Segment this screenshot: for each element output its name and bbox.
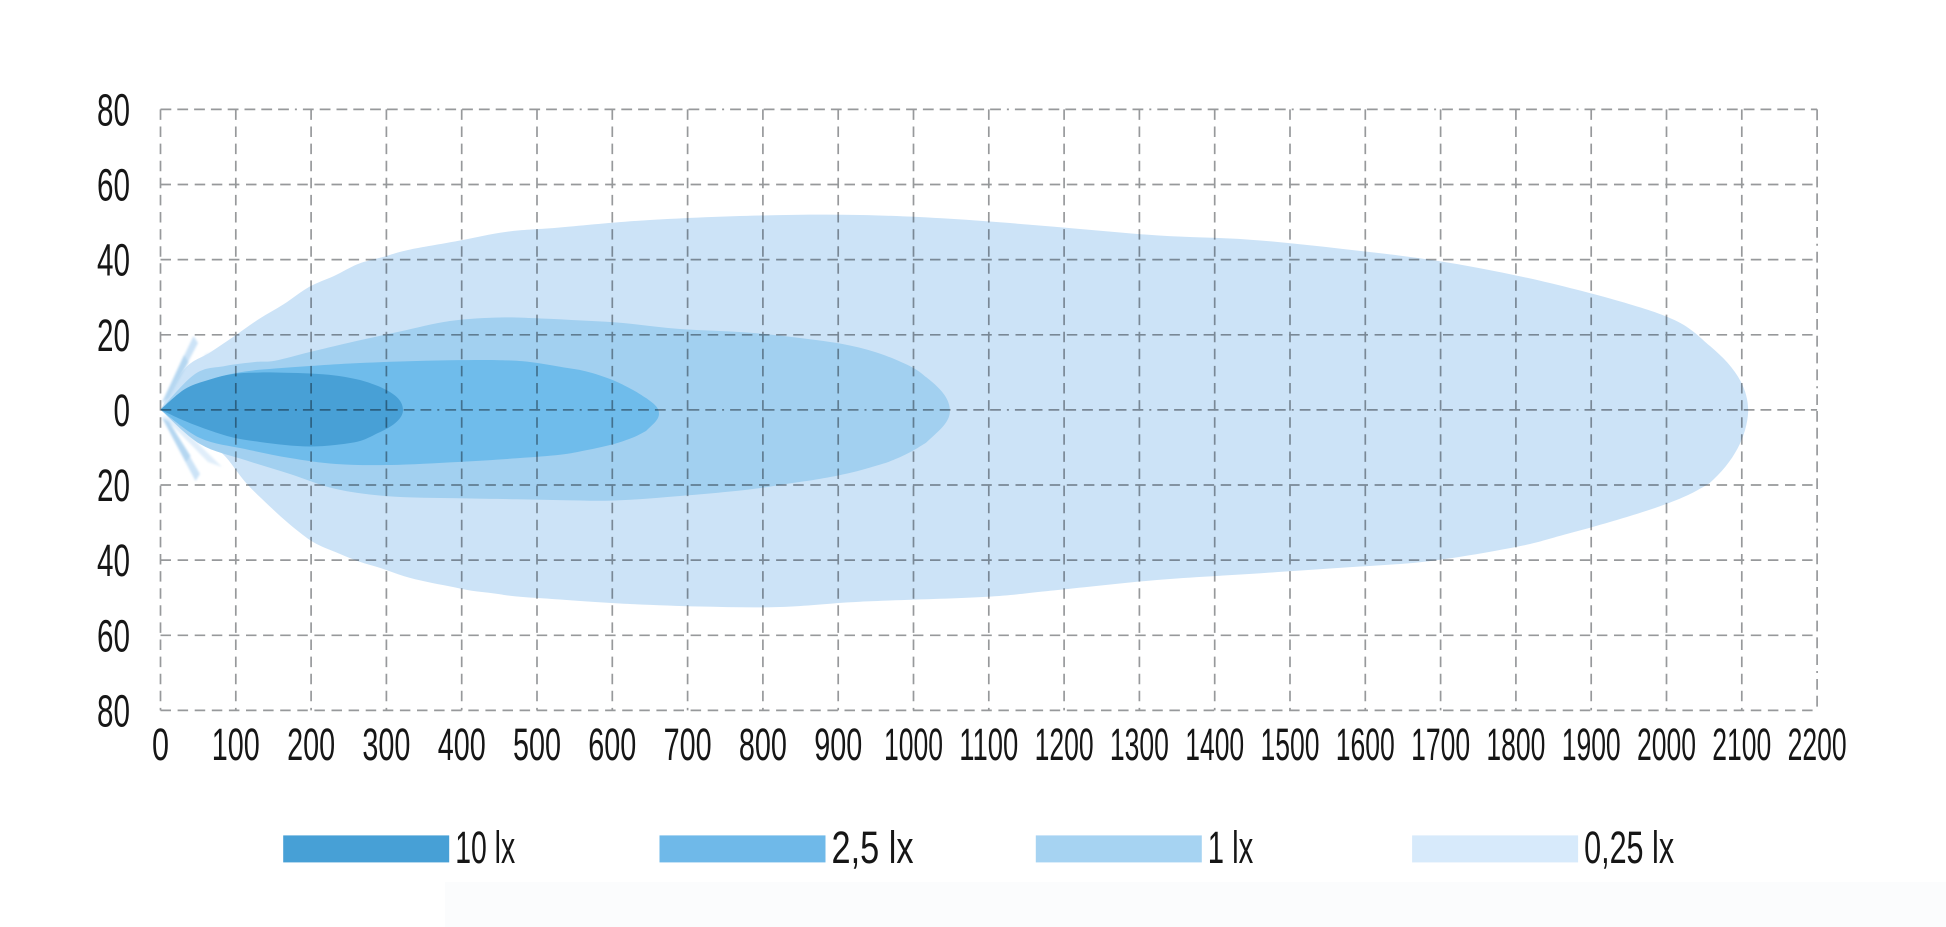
svg-text:80: 80 [97,84,130,135]
svg-text:500: 500 [513,719,561,770]
svg-text:0: 0 [152,719,169,770]
svg-text:1500: 1500 [1261,719,1320,770]
svg-text:2200: 2200 [1788,719,1847,770]
svg-text:40: 40 [97,535,130,586]
svg-text:2100: 2100 [1712,719,1771,770]
svg-text:60: 60 [97,160,130,211]
svg-text:80: 80 [97,685,130,736]
svg-text:0: 0 [114,385,131,436]
svg-text:1200: 1200 [1035,719,1094,770]
svg-text:0,25 lx: 0,25 lx [1584,822,1674,873]
svg-text:60: 60 [97,610,130,661]
svg-text:600: 600 [588,719,636,770]
svg-text:1400: 1400 [1185,719,1244,770]
svg-text:2000: 2000 [1637,719,1696,770]
svg-text:1900: 1900 [1562,719,1621,770]
svg-text:1800: 1800 [1486,719,1545,770]
svg-text:1300: 1300 [1110,719,1169,770]
svg-text:20: 20 [97,460,130,511]
svg-text:1000: 1000 [884,719,943,770]
svg-text:10 lx: 10 lx [455,822,515,873]
svg-text:1 lx: 1 lx [1208,822,1254,873]
svg-text:2,5 lx: 2,5 lx [832,822,914,873]
svg-text:900: 900 [814,719,862,770]
svg-text:800: 800 [739,719,787,770]
svg-text:700: 700 [664,719,712,770]
svg-text:40: 40 [97,235,130,286]
svg-text:20: 20 [97,310,130,361]
svg-text:200: 200 [287,719,335,770]
svg-text:1700: 1700 [1411,719,1470,770]
svg-text:300: 300 [362,719,410,770]
svg-text:400: 400 [438,719,486,770]
svg-text:100: 100 [212,719,260,770]
svg-text:1600: 1600 [1336,719,1395,770]
svg-text:1100: 1100 [959,719,1018,770]
